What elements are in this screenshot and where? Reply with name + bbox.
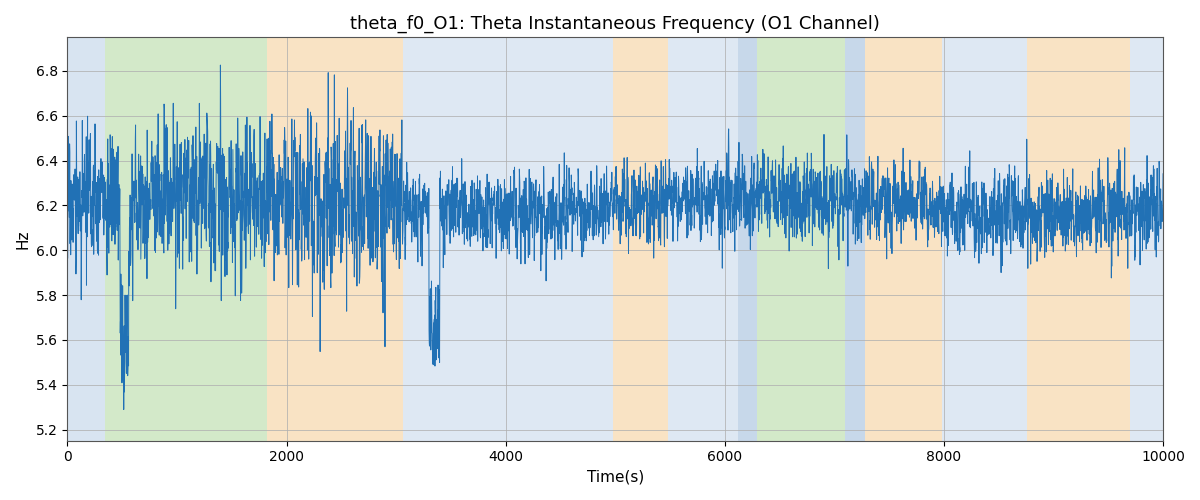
- Bar: [613, 38, 668, 440]
- Bar: [668, 38, 738, 440]
- Bar: [67, 38, 104, 440]
- X-axis label: Time(s): Time(s): [587, 470, 644, 485]
- Bar: [266, 38, 403, 440]
- Bar: [738, 38, 756, 440]
- Y-axis label: Hz: Hz: [16, 230, 30, 249]
- Title: theta_f0_O1: Theta Instantaneous Frequency (O1 Channel): theta_f0_O1: Theta Instantaneous Frequen…: [350, 15, 880, 34]
- Bar: [942, 38, 1027, 440]
- Bar: [865, 38, 942, 440]
- Bar: [845, 38, 865, 440]
- Bar: [403, 38, 613, 440]
- Bar: [1130, 38, 1163, 440]
- Bar: [1027, 38, 1130, 440]
- Bar: [104, 38, 266, 440]
- Bar: [756, 38, 845, 440]
